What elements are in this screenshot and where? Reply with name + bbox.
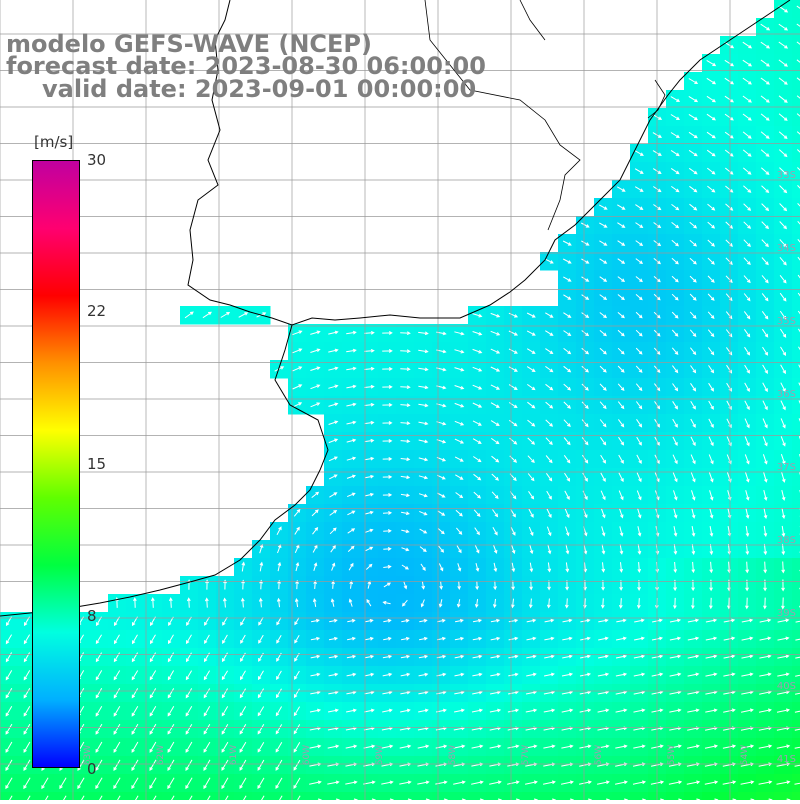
wind-cell (522, 792, 541, 800)
wind-cell (414, 792, 433, 800)
latitude-label: 34S (777, 243, 796, 254)
colorbar-tick-8: 8 (87, 607, 97, 625)
wind-cell (792, 252, 800, 271)
wind-cell (504, 792, 523, 800)
wind-cell (558, 792, 577, 800)
latitude-label: 35S (777, 316, 796, 327)
wind-cell (612, 792, 631, 800)
longitude-label: 59W (375, 745, 385, 765)
colorbar-tick-15: 15 (87, 455, 106, 473)
wind-cell (738, 792, 757, 800)
wind-cell (432, 792, 451, 800)
wind-cell (792, 558, 800, 577)
longitude-label: 54W (740, 745, 750, 765)
wind-cell (684, 792, 703, 800)
wind-cell (792, 792, 800, 800)
wind-cell (792, 144, 800, 163)
wind-cell (342, 792, 361, 800)
wind-cell (540, 792, 559, 800)
wind-cell (792, 72, 800, 91)
wind-cell (630, 792, 649, 800)
wind-cell (36, 792, 55, 800)
wind-cell (306, 792, 325, 800)
wind-cell (792, 270, 800, 289)
longitude-label: 60W (302, 745, 312, 765)
wind-cell (792, 198, 800, 217)
valid-date: valid date: 2023-09-01 00:00:00 (42, 77, 476, 101)
longitude-label: 58W (448, 745, 458, 765)
wind-cell (270, 792, 289, 800)
wind-cell (252, 792, 271, 800)
wind-cell (594, 792, 613, 800)
colorbar-unit: [m/s] (34, 133, 73, 151)
wind-cell (756, 792, 775, 800)
wind-cell (792, 486, 800, 505)
colorbar-tick-30: 30 (87, 151, 106, 169)
wind-cell (126, 792, 145, 800)
wind-cell (576, 792, 595, 800)
latitude-label: 37S (777, 462, 796, 473)
wind-cell (666, 792, 685, 800)
wind-cell (0, 792, 19, 800)
wind-cell (72, 792, 91, 800)
wind-cell (324, 792, 343, 800)
wind-cell (792, 54, 800, 73)
wind-cell (792, 0, 800, 19)
wind-cell (792, 414, 800, 433)
wind-cell (792, 90, 800, 109)
colorbar-tick-22: 22 (87, 302, 106, 320)
wind-cell (288, 792, 307, 800)
wind-cell (234, 792, 253, 800)
latitude-label: 40S (777, 681, 796, 692)
wind-cell (792, 36, 800, 55)
longitude-label: 56W (594, 745, 604, 765)
longitude-label: 55W (667, 745, 677, 765)
wind-cell (792, 576, 800, 595)
wind-cell (792, 432, 800, 451)
wind-cell (720, 792, 739, 800)
wind-cell (90, 792, 109, 800)
wind-cell (792, 288, 800, 307)
wind-cell (792, 342, 800, 361)
wind-cell (702, 792, 721, 800)
longitude-label: 62W (156, 745, 166, 765)
wind-cell (180, 792, 199, 800)
wind-cell (18, 792, 37, 800)
wind-cell (450, 792, 469, 800)
wind-cell (54, 792, 73, 800)
longitude-label: 63W (83, 745, 93, 765)
wind-cell (792, 108, 800, 127)
latitude-label: 39S (777, 608, 796, 619)
wind-cell (198, 792, 217, 800)
longitude-label: 61W (229, 745, 239, 765)
wind-cell (360, 792, 379, 800)
wind-cell (108, 792, 127, 800)
wind-cell (378, 792, 397, 800)
wind-cell (162, 792, 181, 800)
wind-cell (774, 792, 793, 800)
latitude-label: 38S (777, 535, 796, 546)
wind-cell (396, 792, 415, 800)
latitude-label: 41S (777, 754, 796, 765)
wind-cell (144, 792, 163, 800)
wind-cell (792, 180, 800, 199)
latitude-label: 33S (777, 170, 796, 181)
wind-cell (792, 126, 800, 145)
longitude-label: 57W (521, 745, 531, 765)
wind-cell (486, 792, 505, 800)
wind-cell (468, 792, 487, 800)
latitude-label: 36S (777, 389, 796, 400)
wind-cell (792, 504, 800, 523)
colorbar-gradient (32, 160, 80, 768)
wind-cell (792, 216, 800, 235)
